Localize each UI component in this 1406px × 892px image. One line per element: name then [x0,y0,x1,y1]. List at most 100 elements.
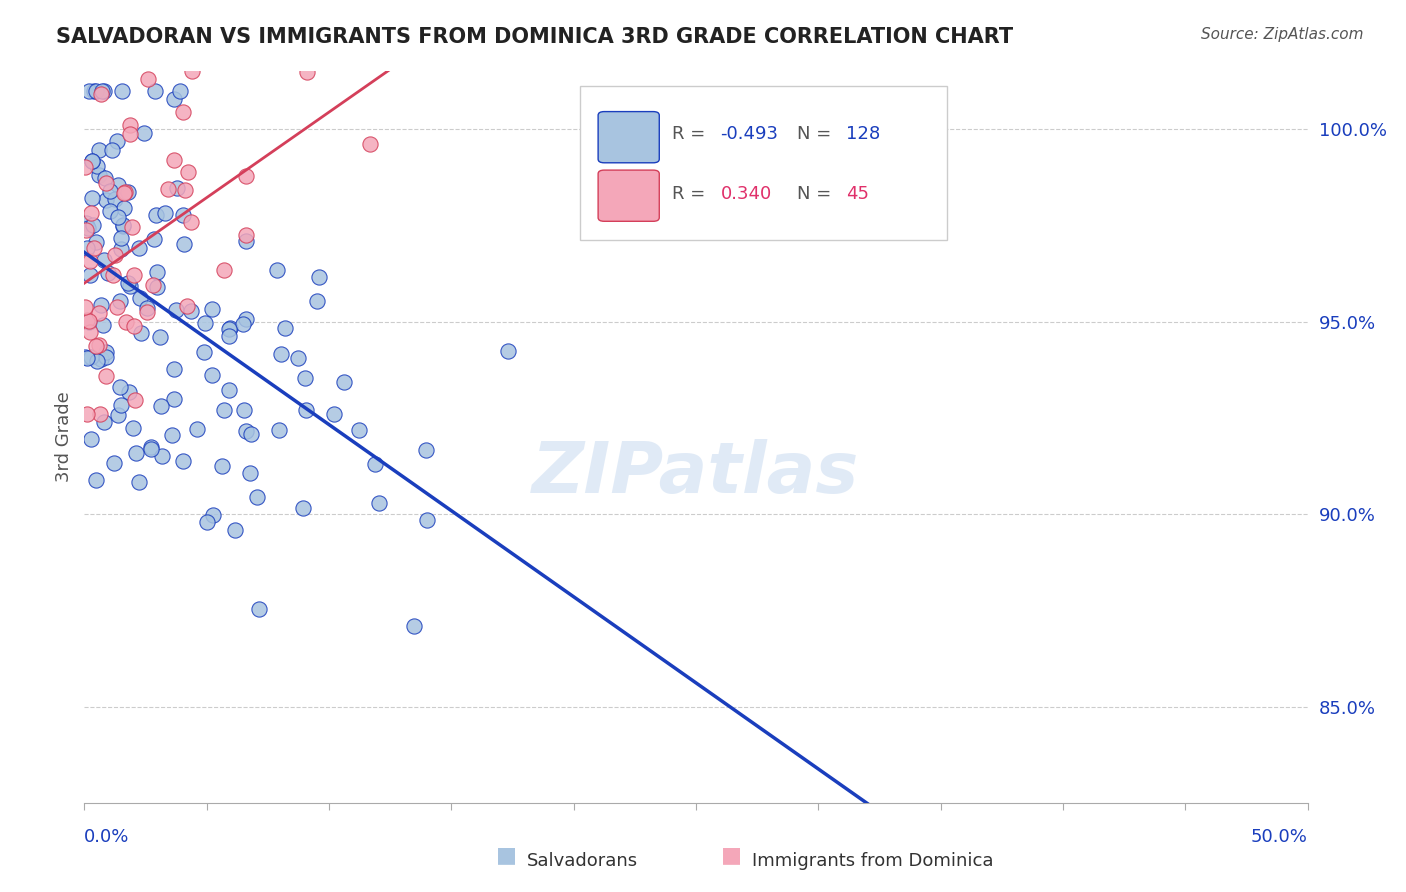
Point [98,203,121,218]
Point [103,268,125,282]
Point [80,432,103,446]
Point [77,84,100,98]
Point [163,92,186,106]
Point [150,449,173,463]
FancyBboxPatch shape [598,112,659,163]
Point [166,181,188,195]
Point [120,279,142,293]
Text: R =: R = [672,186,716,203]
Point [141,440,163,454]
Point [128,291,150,305]
Point [121,421,143,435]
Point [84,473,107,487]
Point [84,339,107,353]
Point [89,144,111,158]
Point [86,159,108,173]
Point [80,351,103,365]
Point [307,294,329,309]
Point [117,186,139,200]
Point [90,84,112,98]
Point [125,445,148,459]
Point [240,426,263,441]
Point [194,316,217,330]
Point [359,136,381,151]
FancyBboxPatch shape [579,86,946,240]
Point [235,227,257,242]
Point [107,210,129,224]
Point [86,353,108,368]
Point [295,403,318,417]
Point [135,301,157,315]
Point [122,319,145,334]
Point [111,84,134,98]
Point [172,105,194,120]
Point [107,178,129,192]
Point [142,278,165,293]
Point [415,442,437,457]
Point [82,191,104,205]
Point [246,490,269,504]
Point [498,343,520,358]
Point [165,302,187,317]
Point [181,64,204,78]
Point [157,182,180,196]
Point [128,241,150,255]
Point [235,424,257,438]
Point [96,193,118,207]
Point [82,218,104,232]
Point [177,165,200,179]
Point [333,375,356,389]
Point [108,294,131,309]
Point [266,263,288,277]
Point [94,368,117,383]
Point [135,304,157,318]
Point [118,118,141,132]
Text: Salvadorans: Salvadorans [527,852,638,870]
Text: ■: ■ [496,845,516,864]
Point [76,407,98,421]
Text: ■: ■ [721,845,741,864]
Point [124,392,146,407]
Point [90,298,112,312]
Point [83,84,105,98]
Point [117,277,139,291]
Point [136,71,159,86]
Point [112,202,135,216]
Point [103,456,125,470]
Text: Source: ZipAtlas.com: Source: ZipAtlas.com [1201,27,1364,42]
Point [195,515,218,529]
Point [368,495,391,509]
Point [80,153,103,168]
Point [235,169,257,183]
Point [77,315,100,329]
Point [267,423,290,437]
Text: R =: R = [672,125,710,143]
Text: 50.0%: 50.0% [1251,828,1308,846]
Point [108,380,131,394]
Point [186,422,208,436]
Point [163,153,186,167]
Point [162,392,184,407]
Point [145,208,167,222]
Point [101,143,124,157]
FancyBboxPatch shape [598,170,659,221]
Point [90,87,112,101]
Point [76,241,98,255]
Point [149,330,172,344]
Point [76,313,98,327]
Point [145,279,167,293]
Point [90,351,112,366]
Point [218,384,240,398]
Point [291,500,314,515]
Text: N =: N = [797,125,838,143]
Point [94,176,117,190]
Point [110,398,132,412]
Point [172,208,194,222]
Point [153,205,176,219]
Text: -0.493: -0.493 [720,125,779,143]
Point [76,351,98,365]
Text: ZIPatlas: ZIPatlas [533,439,859,508]
Point [76,221,98,235]
Point [274,320,297,334]
Point [110,231,132,245]
